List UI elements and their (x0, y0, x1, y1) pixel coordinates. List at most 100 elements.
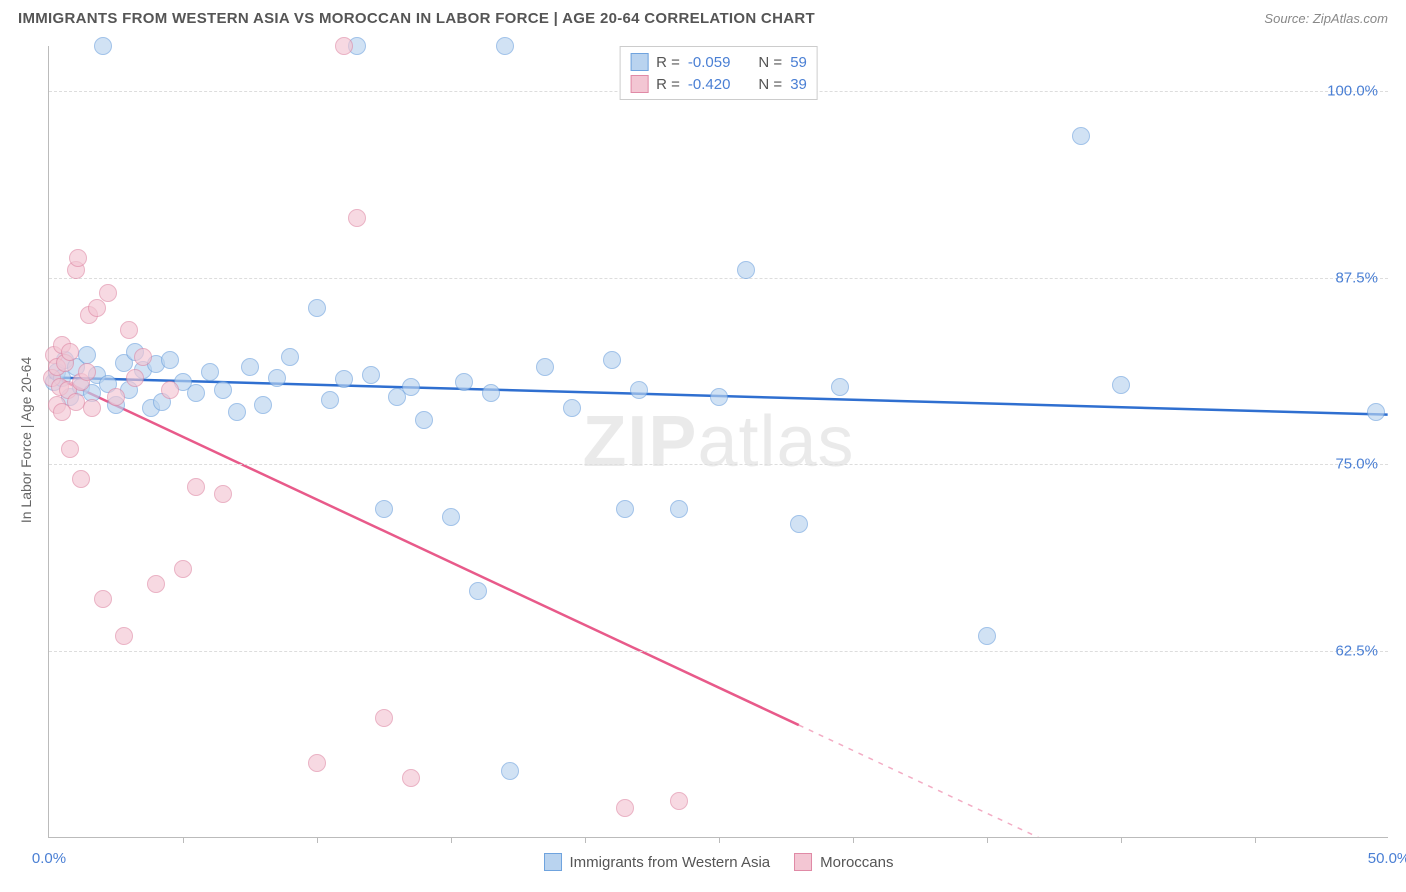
r-value: -0.059 (688, 54, 731, 71)
watermark-light: atlas (697, 402, 854, 482)
data-point (670, 500, 688, 518)
data-point (147, 575, 165, 593)
x-tick-minor (1121, 837, 1122, 843)
n-label: N = (758, 76, 782, 93)
x-tick-label: 0.0% (32, 850, 66, 867)
x-tick-label: 50.0% (1368, 850, 1406, 867)
data-point (88, 299, 106, 317)
data-point (72, 470, 90, 488)
data-point (348, 209, 366, 227)
n-label: N = (758, 54, 782, 71)
correlation-legend: R =-0.059N =59R =-0.420N =39 (619, 46, 818, 100)
data-point (1367, 403, 1385, 421)
legend-swatch (630, 75, 648, 93)
data-point (1112, 376, 1130, 394)
data-point (308, 299, 326, 317)
data-point (120, 321, 138, 339)
data-point (603, 351, 621, 369)
data-point (790, 515, 808, 533)
data-point (78, 346, 96, 364)
data-point (61, 440, 79, 458)
gridline-horizontal (49, 278, 1388, 279)
data-point (83, 399, 101, 417)
watermark: ZIPatlas (582, 401, 854, 483)
chart-title: IMMIGRANTS FROM WESTERN ASIA VS MOROCCAN… (18, 10, 815, 27)
data-point (94, 590, 112, 608)
data-point (268, 369, 286, 387)
data-point (1072, 127, 1090, 145)
data-point (187, 478, 205, 496)
gridline-horizontal (49, 651, 1388, 652)
data-point (469, 582, 487, 600)
n-value: 39 (790, 76, 807, 93)
data-point (831, 378, 849, 396)
data-point (442, 508, 460, 526)
data-point (375, 709, 393, 727)
data-point (670, 792, 688, 810)
data-point (335, 370, 353, 388)
data-point (115, 627, 133, 645)
y-tick-label: 100.0% (1327, 82, 1378, 99)
scatter-chart: ZIPatlas R =-0.059N =59R =-0.420N =39 Im… (48, 46, 1388, 838)
series-legend-item: Immigrants from Western Asia (544, 853, 771, 871)
data-point (501, 762, 519, 780)
data-point (455, 373, 473, 391)
x-tick-minor (719, 837, 720, 843)
data-point (126, 369, 144, 387)
data-point (616, 500, 634, 518)
data-point (482, 384, 500, 402)
legend-swatch (544, 853, 562, 871)
data-point (362, 366, 380, 384)
data-point (214, 381, 232, 399)
data-point (94, 37, 112, 55)
data-point (321, 391, 339, 409)
series-legend-label: Moroccans (820, 854, 893, 871)
data-point (161, 351, 179, 369)
source-label: Source: (1264, 11, 1309, 26)
y-tick-label: 75.0% (1335, 456, 1378, 473)
data-point (161, 381, 179, 399)
trend-lines-svg (49, 46, 1388, 837)
data-point (536, 358, 554, 376)
x-tick-minor (987, 837, 988, 843)
data-point (335, 37, 353, 55)
data-point (375, 500, 393, 518)
data-point (978, 627, 996, 645)
data-point (241, 358, 259, 376)
data-point (563, 399, 581, 417)
x-tick-minor (853, 837, 854, 843)
data-point (201, 363, 219, 381)
data-point (78, 363, 96, 381)
data-point (710, 388, 728, 406)
data-point (630, 381, 648, 399)
correlation-legend-row: R =-0.059N =59 (630, 51, 807, 73)
chart-header: IMMIGRANTS FROM WESTERN ASIA VS MOROCCAN… (0, 0, 1406, 35)
data-point (187, 384, 205, 402)
x-tick-minor (317, 837, 318, 843)
series-legend-item: Moroccans (794, 853, 893, 871)
data-point (616, 799, 634, 817)
series-legend: Immigrants from Western Asia Moroccans (544, 853, 894, 871)
data-point (61, 343, 79, 361)
x-tick-minor (1255, 837, 1256, 843)
data-point (174, 560, 192, 578)
y-tick-label: 62.5% (1335, 643, 1378, 660)
data-point (402, 769, 420, 787)
data-point (496, 37, 514, 55)
data-point (281, 348, 299, 366)
y-tick-label: 87.5% (1335, 269, 1378, 286)
data-point (402, 378, 420, 396)
data-point (107, 388, 125, 406)
legend-swatch (794, 853, 812, 871)
gridline-horizontal (49, 464, 1388, 465)
watermark-bold: ZIP (582, 402, 697, 482)
data-point (99, 284, 117, 302)
data-point (214, 485, 232, 503)
r-label: R = (656, 76, 680, 93)
y-axis-title: In Labor Force | Age 20-64 (18, 357, 34, 523)
n-value: 59 (790, 54, 807, 71)
data-point (228, 403, 246, 421)
data-point (254, 396, 272, 414)
x-tick-minor (451, 837, 452, 843)
x-tick-minor (585, 837, 586, 843)
